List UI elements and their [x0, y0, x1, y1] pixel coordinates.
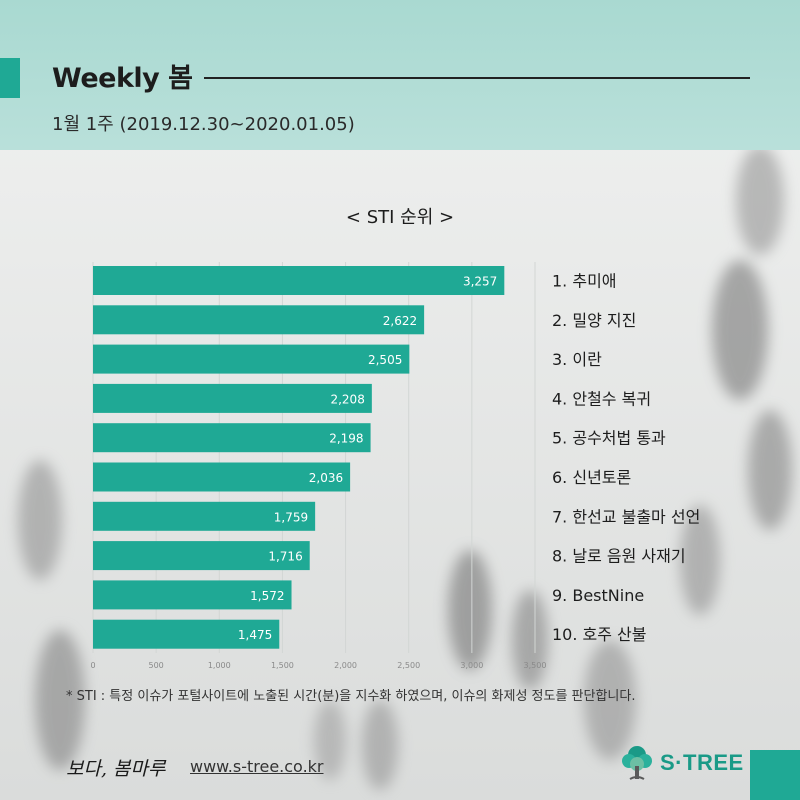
category-label: 4. 안철수 복귀	[552, 389, 651, 408]
bar-value-label: 2,036	[309, 471, 343, 485]
x-tick-label: 500	[149, 661, 164, 670]
category-label: 8. 날로 음원 사재기	[552, 547, 686, 566]
chart-bars: 3,257 2,622 2,505 2,208 2,198 2,036 1,759 1,716…	[93, 266, 505, 649]
bar-value-label: 1,572	[250, 589, 284, 603]
stree-logo-text: S·TREE	[660, 750, 744, 775]
category-label: 3. 이란	[552, 350, 602, 369]
title-accent-bar	[0, 58, 20, 98]
category-label: 6. 신년토론	[552, 468, 631, 487]
bar-value-label: 2,198	[329, 432, 363, 446]
x-tick-label: 0	[90, 661, 95, 670]
chart-category-labels: 1. 추미애 2. 밀양 지진 3. 이란 4. 안철수 복귀 5. 공수처법 통과 6.…	[552, 272, 700, 645]
bar-value-label: 1,716	[268, 550, 302, 564]
footnote: * STI : 특정 이슈가 포털사이트에 노출된 시간(분)을 지수화 하였으…	[66, 689, 636, 704]
corner-accent	[750, 750, 800, 800]
bar	[93, 266, 505, 295]
category-label: 2. 밀양 지진	[552, 311, 636, 330]
x-tick-label: 1,000	[208, 661, 231, 670]
brand-signature: 보다, 봄마루	[66, 758, 166, 780]
stree-logo: S·TREE	[620, 744, 744, 782]
bar-value-label: 2,622	[383, 314, 417, 328]
tree-icon	[622, 746, 652, 780]
bar-value-label: 2,208	[330, 392, 364, 406]
title-divider	[204, 77, 750, 79]
bar	[93, 580, 292, 610]
chart-title: < STI 순위 >	[345, 207, 455, 228]
chart-x-ticks: 0 500 1,000 1,500 2,000 2,500 3,000 3,500	[90, 661, 546, 670]
bar	[93, 305, 425, 335]
bar-value-label: 1,475	[238, 628, 272, 642]
bar	[93, 619, 280, 649]
header-band	[0, 0, 800, 150]
category-label: 9. BestNine	[552, 586, 644, 605]
date-range-subtitle: 1월 1주 (2019.12.30~2020.01.05)	[52, 114, 355, 135]
page-title: Weekly 봄	[52, 63, 193, 94]
bar	[93, 383, 372, 413]
category-label: 5. 공수처법 통과	[552, 429, 666, 448]
bar-value-label: 3,257	[463, 275, 497, 289]
bar-value-label: 2,505	[368, 353, 402, 367]
bar	[93, 344, 410, 374]
x-tick-label: 1,500	[271, 661, 294, 670]
bar	[93, 462, 351, 492]
bar	[93, 541, 310, 571]
brand-url-link[interactable]: www.s-tree.co.kr	[190, 757, 324, 776]
x-tick-label: 3,500	[524, 661, 547, 670]
x-tick-label: 3,000	[460, 661, 483, 670]
x-tick-label: 2,500	[397, 661, 420, 670]
category-label: 1. 추미애	[552, 272, 617, 291]
bar	[93, 501, 316, 531]
category-label: 7. 한선교 불출마 선언	[552, 507, 700, 526]
bar	[93, 423, 371, 453]
category-label: 10. 호주 산불	[552, 625, 647, 644]
bar-value-label: 1,759	[274, 510, 308, 524]
x-tick-label: 2,000	[334, 661, 357, 670]
